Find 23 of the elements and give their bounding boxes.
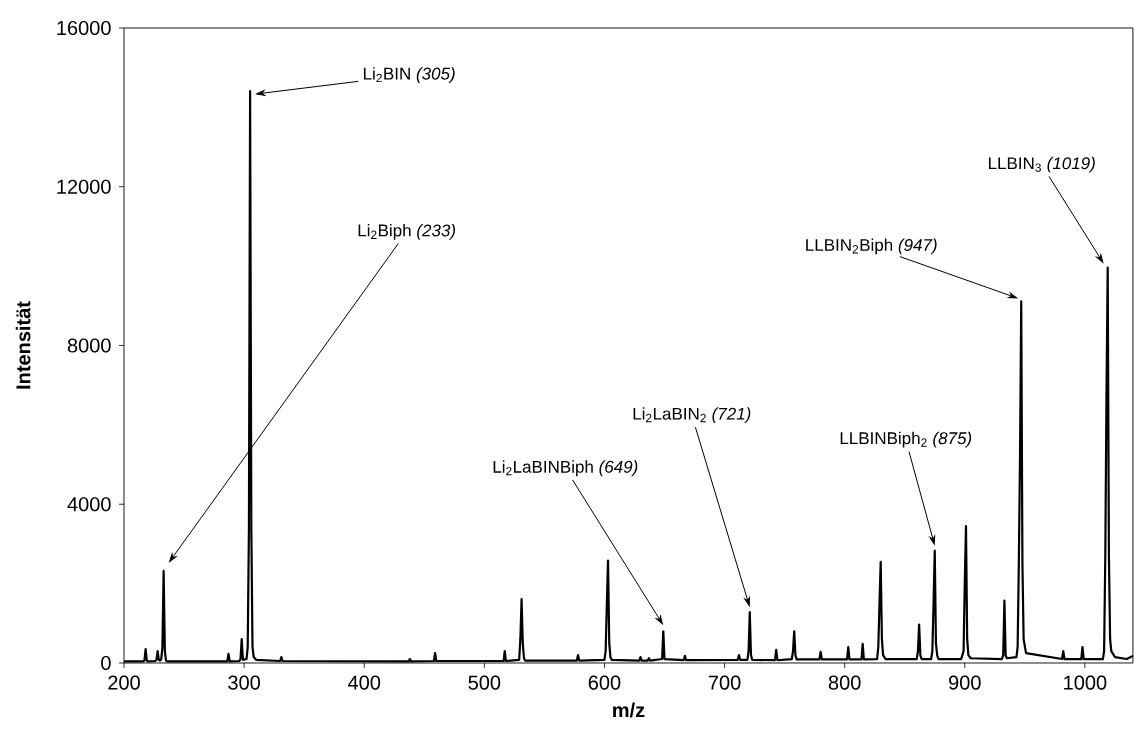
y-tick-label: 4000 [67,497,111,512]
annotation: Li$_{2}$Biph (233) [358,224,456,240]
x-tick-label: 900 [949,675,981,690]
x-tick-label: 1000 [1064,675,1107,690]
y-tick-label: 16000 [57,20,111,36]
x-tick-label: 600 [588,675,621,690]
y-tick-label: 8000 [67,338,111,353]
x-tick-label: 300 [228,675,261,690]
annotation: LLBIN$_{2}$Biph (947) [806,238,937,255]
annotation: LLBIN$_{3}$ (1019) [988,156,1095,173]
x-tick-label: 200 [108,675,140,690]
x-tick-label: 800 [828,675,861,690]
annotation: Li$_{2}$LaBIN$_{2}$ (721) [633,407,751,424]
x-tick-label: 700 [708,675,741,690]
y-tick-label: 12000 [57,179,111,194]
x-tick-label: 400 [347,675,381,690]
annotation: Li$_{2}$LaBINBiph (649) [493,460,638,477]
y-axis-title: Intensität [15,301,31,389]
annotation: Li$_{2}$BIN (305) [363,67,455,84]
y-tick-label: 0 [101,655,111,671]
x-tick-label: 500 [468,675,501,690]
x-axis-title: m/z [613,702,645,718]
annotation: LLBINBiph$_{2}$ (875) [840,431,972,448]
